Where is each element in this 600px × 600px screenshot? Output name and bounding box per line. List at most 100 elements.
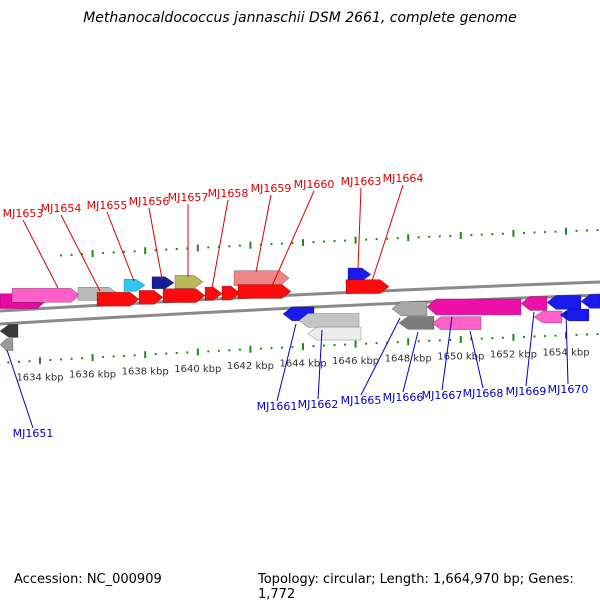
ruler-tick-top <box>312 241 315 244</box>
gene-arrow-MJ1657[interactable] <box>174 275 204 289</box>
ruler-tick-top <box>91 250 94 258</box>
gene-label-MJ1658[interactable]: MJ1658 <box>208 187 249 200</box>
ruler-tick-bottom <box>259 347 262 350</box>
genome-title: Methanocaldococcus jannaschii DSM 2661, … <box>83 10 517 26</box>
gene-label-MJ1655[interactable]: MJ1655 <box>87 199 128 212</box>
ruler-tick-top <box>386 237 389 240</box>
ruler-tick-top <box>344 239 347 242</box>
gene-arrow[interactable] <box>0 338 14 351</box>
gene-arrow[interactable] <box>580 294 600 309</box>
gene-arrow[interactable] <box>307 326 362 341</box>
ruler-tick-bottom <box>91 354 94 362</box>
ruler-tick-top <box>533 231 536 234</box>
gene-arrow-MJ1659[interactable] <box>233 270 290 286</box>
ruler-tick-bottom <box>365 342 368 345</box>
gene-label-MJ1669[interactable]: MJ1669 <box>506 385 547 398</box>
gene-label-MJ1651[interactable]: MJ1651 <box>13 427 54 440</box>
ruler-tick-bottom <box>491 337 494 340</box>
ruler-tick-bottom <box>280 346 283 349</box>
gene-arrow-MJ1668[interactable] <box>431 316 482 330</box>
ruler-tick-top <box>596 229 599 232</box>
gene-arrow-MJ1663[interactable] <box>347 267 372 282</box>
gene-arrow-MJ1662[interactable] <box>298 313 360 328</box>
ruler-tick-bottom <box>480 337 483 340</box>
ruler-tick-top <box>196 244 199 252</box>
gene-arrow-MJ1666[interactable] <box>398 316 435 330</box>
ruler-tick-bottom <box>81 357 84 360</box>
ruler-tick-top <box>81 253 84 256</box>
ruler-tick-top <box>428 235 431 238</box>
gene-label-MJ1663[interactable]: MJ1663 <box>341 175 382 188</box>
ruler-tick-top <box>102 252 105 255</box>
gene-arrow-MJ1669[interactable] <box>520 296 548 311</box>
gene-arrow[interactable] <box>96 291 140 307</box>
gene-label-MJ1654[interactable]: MJ1654 <box>41 202 82 215</box>
ruler-tick-bottom <box>228 349 231 352</box>
ruler-tick-bottom <box>165 352 168 355</box>
gene-arrow[interactable] <box>559 308 590 322</box>
gene-label-MJ1653[interactable]: MJ1653 <box>3 207 44 220</box>
gene-arrow-MJ1665[interactable] <box>391 301 428 316</box>
ruler-label: 1654 kbp <box>542 347 589 358</box>
ruler-tick-top <box>123 250 126 253</box>
ruler-tick-bottom <box>470 338 473 341</box>
ruler-tick-bottom <box>396 341 399 344</box>
gene-label-MJ1656[interactable]: MJ1656 <box>129 195 170 208</box>
ruler-tick-bottom <box>39 357 41 365</box>
ruler-label: 1648 kbp <box>385 354 432 365</box>
ruler-tick-top <box>302 239 304 247</box>
ruler-tick-bottom <box>586 333 589 336</box>
leader-line-MJ1669 <box>525 311 535 387</box>
gene-arrow[interactable] <box>533 310 563 324</box>
leader-line-MJ1653 <box>22 219 59 289</box>
ruler-tick-top <box>438 235 441 238</box>
gene-label-MJ1667[interactable]: MJ1667 <box>422 389 463 402</box>
ruler-tick-bottom <box>238 348 241 351</box>
ruler-tick-bottom <box>323 344 326 347</box>
ruler-tick-bottom <box>249 345 252 353</box>
gene-arrow-MJ1660[interactable] <box>237 284 292 299</box>
ruler-tick-top <box>60 254 63 257</box>
ruler-tick-top <box>491 233 494 236</box>
ruler-tick-top <box>270 243 273 246</box>
gene-label-MJ1660[interactable]: MJ1660 <box>294 178 335 191</box>
gene-label-MJ1665[interactable]: MJ1665 <box>341 394 382 407</box>
gene-label-MJ1659[interactable]: MJ1659 <box>251 182 292 195</box>
gene-arrow-MJ1655[interactable] <box>123 278 146 292</box>
ruler-label: 1642 kbp <box>227 361 274 372</box>
gene-arrow-MJ1653[interactable] <box>11 287 81 303</box>
ruler-tick-bottom <box>102 356 105 359</box>
ruler-tick-bottom <box>565 331 567 339</box>
gene-label-MJ1662[interactable]: MJ1662 <box>298 398 339 411</box>
gene-label-MJ1657[interactable]: MJ1657 <box>168 191 209 204</box>
ruler-tick-bottom <box>144 351 147 359</box>
ruler-tick-bottom <box>449 338 452 341</box>
gene-arrow[interactable] <box>221 285 241 301</box>
ruler-tick-bottom <box>175 352 178 355</box>
ruler-tick-top <box>280 242 283 245</box>
ruler-tick-bottom <box>575 333 578 336</box>
gene-label-MJ1666[interactable]: MJ1666 <box>383 391 424 404</box>
ruler-tick-top <box>70 253 73 256</box>
gene-label-MJ1664[interactable]: MJ1664 <box>383 172 424 185</box>
gene-arrow-MJ1670[interactable] <box>546 295 582 310</box>
gene-arrow[interactable] <box>162 288 206 303</box>
gene-arrow-MJ1664[interactable] <box>345 279 390 294</box>
gene-arrow-MJ1656[interactable] <box>151 276 175 290</box>
leader-line-MJ1666 <box>402 331 419 393</box>
gene-arrow[interactable] <box>138 290 164 305</box>
ruler-tick-bottom <box>344 343 347 346</box>
leader-line-MJ1665 <box>360 317 401 396</box>
ruler-tick-bottom <box>60 358 63 361</box>
gene-arrow-MJ1667[interactable] <box>426 298 522 316</box>
gene-label-MJ1661[interactable]: MJ1661 <box>257 400 298 413</box>
ruler-tick-bottom <box>533 335 536 338</box>
gene-label-MJ1670[interactable]: MJ1670 <box>548 383 589 396</box>
gene-label-MJ1668[interactable]: MJ1668 <box>463 387 504 400</box>
gene-arrow-MJ1651[interactable] <box>0 324 19 338</box>
status-summary: Topology: circular; Length: 1,664,970 bp… <box>258 572 574 600</box>
ruler-tick-bottom <box>501 336 504 339</box>
ruler-tick-top <box>575 229 578 232</box>
ruler-tick-bottom <box>17 360 20 363</box>
